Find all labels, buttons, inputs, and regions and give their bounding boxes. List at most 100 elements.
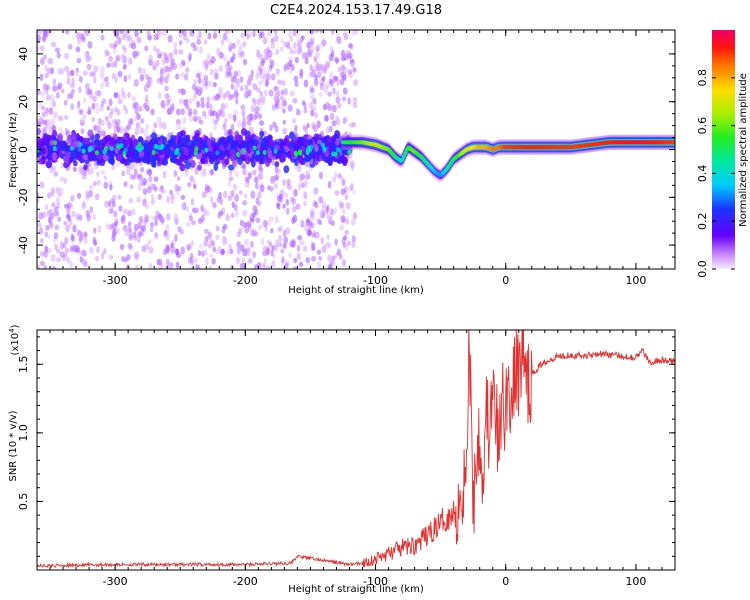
- heatmap-cell: [199, 86, 204, 93]
- heatmap-cell: [162, 122, 167, 130]
- heatmap-cell: [56, 67, 62, 75]
- heatmap-cell: [131, 208, 136, 216]
- heatmap-cell: [282, 97, 287, 105]
- heatmap-cell: [342, 66, 348, 75]
- heatmap-cell: [138, 176, 144, 185]
- heatmap-cell: [351, 235, 356, 243]
- heatmap-cell: [137, 230, 143, 238]
- heatmap-cell: [117, 98, 123, 105]
- heatmap-cell: [39, 45, 45, 52]
- heatmap-cell: [209, 68, 214, 76]
- heatmap-cell: [259, 91, 263, 97]
- heatmap-cell: [106, 62, 111, 68]
- heatmap-cell: [56, 51, 61, 59]
- heatmap-cell: [154, 234, 159, 240]
- heatmap-cell: [352, 96, 358, 105]
- heatmap-cell: [243, 169, 248, 176]
- heatmap-cell: [100, 251, 105, 260]
- heatmap-cell: [286, 183, 292, 190]
- heatmap-cell: [157, 53, 162, 59]
- heatmap-cell: [282, 203, 286, 209]
- heatmap-cell: [255, 150, 260, 156]
- heatmap-cell: [197, 264, 201, 269]
- heatmap-cell: [314, 111, 318, 119]
- heatmap-cell: [330, 259, 336, 266]
- heatmap-cell: [107, 122, 112, 130]
- heatmap-cell: [92, 239, 97, 246]
- heatmap-cell: [112, 43, 117, 50]
- heatmap-cell: [319, 30, 324, 34]
- heatmap-cell: [137, 66, 142, 74]
- heatmap-cell: [348, 68, 353, 75]
- heatmap-cell: [150, 197, 155, 206]
- heatmap-cell: [216, 113, 220, 122]
- heatmap-cell: [134, 107, 139, 115]
- heatmap-cell: [288, 251, 292, 259]
- heatmap-cell: [134, 251, 140, 258]
- heatmap-cell: [206, 96, 211, 104]
- heatmap-cell: [169, 189, 173, 195]
- heatmap-cell: [70, 69, 74, 76]
- heatmap-cell: [86, 63, 92, 71]
- heatmap-cell: [208, 80, 213, 88]
- colorbar-gradient: [712, 30, 735, 269]
- heatmap-cell: [283, 165, 290, 174]
- heatmap-cell: [152, 64, 158, 71]
- heatmap-cell: [94, 193, 100, 201]
- heatmap-cell: [46, 67, 51, 75]
- heatmap-cell: [200, 96, 205, 103]
- heatmap-cell: [324, 114, 329, 122]
- heatmap-cell: [119, 243, 125, 251]
- heatmap-cell: [285, 207, 290, 215]
- heatmap-cell: [148, 246, 154, 254]
- heatmap-cell: [87, 55, 93, 62]
- heatmap-cell: [311, 242, 316, 251]
- heatmap-cell: [242, 164, 247, 171]
- heatmap-cell: [80, 117, 85, 124]
- heatmap-cell: [322, 40, 327, 46]
- heatmap-cell: [60, 162, 65, 169]
- heatmap-cell: [184, 168, 189, 177]
- heatmap-cell: [148, 175, 153, 183]
- heatmap-cell: [108, 254, 114, 260]
- heatmap-cell: [225, 212, 229, 220]
- heatmap-cell: [329, 72, 334, 80]
- heatmap-cell: [170, 242, 174, 248]
- heatmap-cell: [45, 224, 50, 231]
- heatmap-cell: [309, 144, 314, 150]
- heatmap-cell: [73, 166, 77, 173]
- heatmap-cell: [123, 147, 128, 153]
- heatmap-cell: [239, 52, 244, 59]
- heatmap-cell: [119, 143, 124, 149]
- heatmap-cell: [84, 236, 88, 245]
- heatmap-cell: [280, 103, 285, 112]
- heatmap-cell: [92, 213, 97, 221]
- heatmap-cell: [258, 113, 262, 120]
- heatmap-cell: [242, 200, 247, 206]
- heatmap-cell: [104, 81, 110, 88]
- heatmap-cell: [229, 149, 236, 157]
- heatmap-cell: [137, 141, 142, 147]
- heatmap-cell: [57, 216, 62, 223]
- heatmap-cell: [75, 213, 80, 221]
- heatmap-cell: [196, 100, 201, 108]
- heatmap-cell: [179, 228, 184, 235]
- x-tick-label: -100: [363, 575, 388, 588]
- heatmap-cell: [134, 264, 140, 269]
- heatmap-cell: [111, 120, 116, 127]
- heatmap-cell: [103, 247, 107, 255]
- heatmap-cell: [344, 217, 350, 225]
- heatmap-cell: [56, 133, 63, 142]
- heatmap-cell: [172, 62, 178, 71]
- heatmap-cell: [70, 233, 74, 242]
- heatmap-cell: [46, 84, 50, 91]
- heatmap-cell: [328, 125, 333, 133]
- colorbar-label: Normalized spectral amplitude: [738, 73, 749, 227]
- colorbar-tick-label: 0.2: [696, 212, 709, 230]
- heatmap-cell: [86, 213, 92, 221]
- heatmap-cell: [156, 116, 163, 125]
- x-tick-label: -200: [233, 575, 258, 588]
- heatmap-cell: [73, 160, 78, 167]
- heatmap-cell: [176, 175, 181, 182]
- heatmap-cell: [351, 241, 356, 249]
